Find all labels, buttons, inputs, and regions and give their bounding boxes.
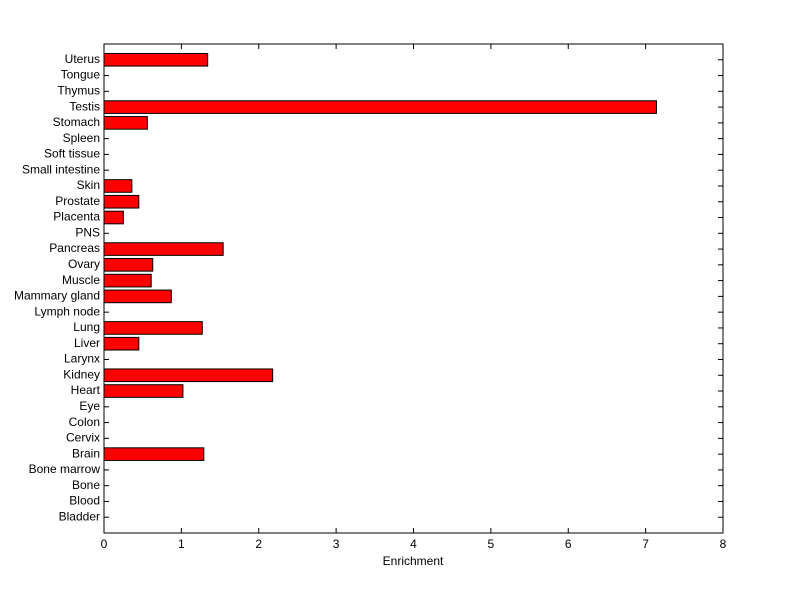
- y-tick-label: Placenta: [53, 210, 100, 224]
- y-tick-label: Lymph node: [34, 304, 100, 318]
- bar: [103, 447, 205, 461]
- y-tick-label: PNS: [75, 225, 100, 239]
- x-tick-label: 3: [333, 537, 340, 551]
- bar: [103, 242, 224, 256]
- plot-frame: [103, 43, 724, 534]
- y-tick-label: Uterus: [65, 52, 100, 66]
- x-tick-label: 2: [255, 537, 262, 551]
- x-tick-label: 8: [720, 537, 727, 551]
- y-tick-label: Soft tissue: [44, 147, 100, 161]
- x-tick-label: 1: [178, 537, 185, 551]
- y-tick-label: Kidney: [63, 367, 100, 381]
- bar: [103, 336, 140, 351]
- y-tick-label: Blood: [69, 494, 100, 508]
- y-tick-label: Spleen: [63, 131, 100, 145]
- y-tick-label: Brain: [72, 446, 100, 460]
- y-tick-label: Colon: [69, 415, 100, 429]
- y-tick-label: Larynx: [64, 352, 100, 366]
- bar: [103, 258, 154, 272]
- bar: [103, 116, 148, 130]
- y-tick-label: Prostate: [55, 194, 100, 208]
- bar: [103, 100, 657, 114]
- bar: [103, 289, 172, 304]
- y-tick-label: Bone marrow: [29, 462, 101, 476]
- y-tick-label: Skin: [77, 178, 100, 192]
- bar: [103, 273, 152, 288]
- x-axis-label: Enrichment: [383, 554, 444, 568]
- bar: [103, 368, 274, 383]
- bar: [103, 179, 133, 193]
- y-tick-label: Cervix: [66, 431, 100, 445]
- bar: [103, 194, 140, 209]
- bar: [103, 210, 124, 225]
- y-tick-label: Ovary: [68, 257, 100, 271]
- x-tick-label: 6: [565, 537, 572, 551]
- y-tick-label: Bone: [72, 478, 100, 492]
- y-tick-label: Heart: [71, 383, 101, 397]
- y-tick-label: Stomach: [53, 115, 100, 129]
- y-tick-label: Eye: [79, 399, 100, 413]
- x-tick-label: 7: [642, 537, 649, 551]
- y-tick-label: Muscle: [62, 273, 100, 287]
- y-tick-label: Pancreas: [49, 241, 100, 255]
- y-tick-label: Bladder: [59, 509, 100, 523]
- bar: [103, 52, 209, 67]
- bar: [103, 321, 203, 335]
- x-tick-label: 5: [488, 537, 495, 551]
- y-tick-label: Testis: [69, 99, 100, 113]
- x-tick-label: 4: [410, 537, 417, 551]
- bar: [103, 384, 184, 398]
- y-tick-label: Small intestine: [22, 162, 100, 176]
- y-tick-label: Tongue: [61, 68, 101, 82]
- y-tick-label: Thymus: [57, 83, 100, 97]
- y-tick-label: Lung: [73, 320, 100, 334]
- y-tick-label: Liver: [74, 336, 100, 350]
- x-tick-label: 0: [101, 537, 108, 551]
- y-tick-label: Mammary gland: [14, 289, 100, 303]
